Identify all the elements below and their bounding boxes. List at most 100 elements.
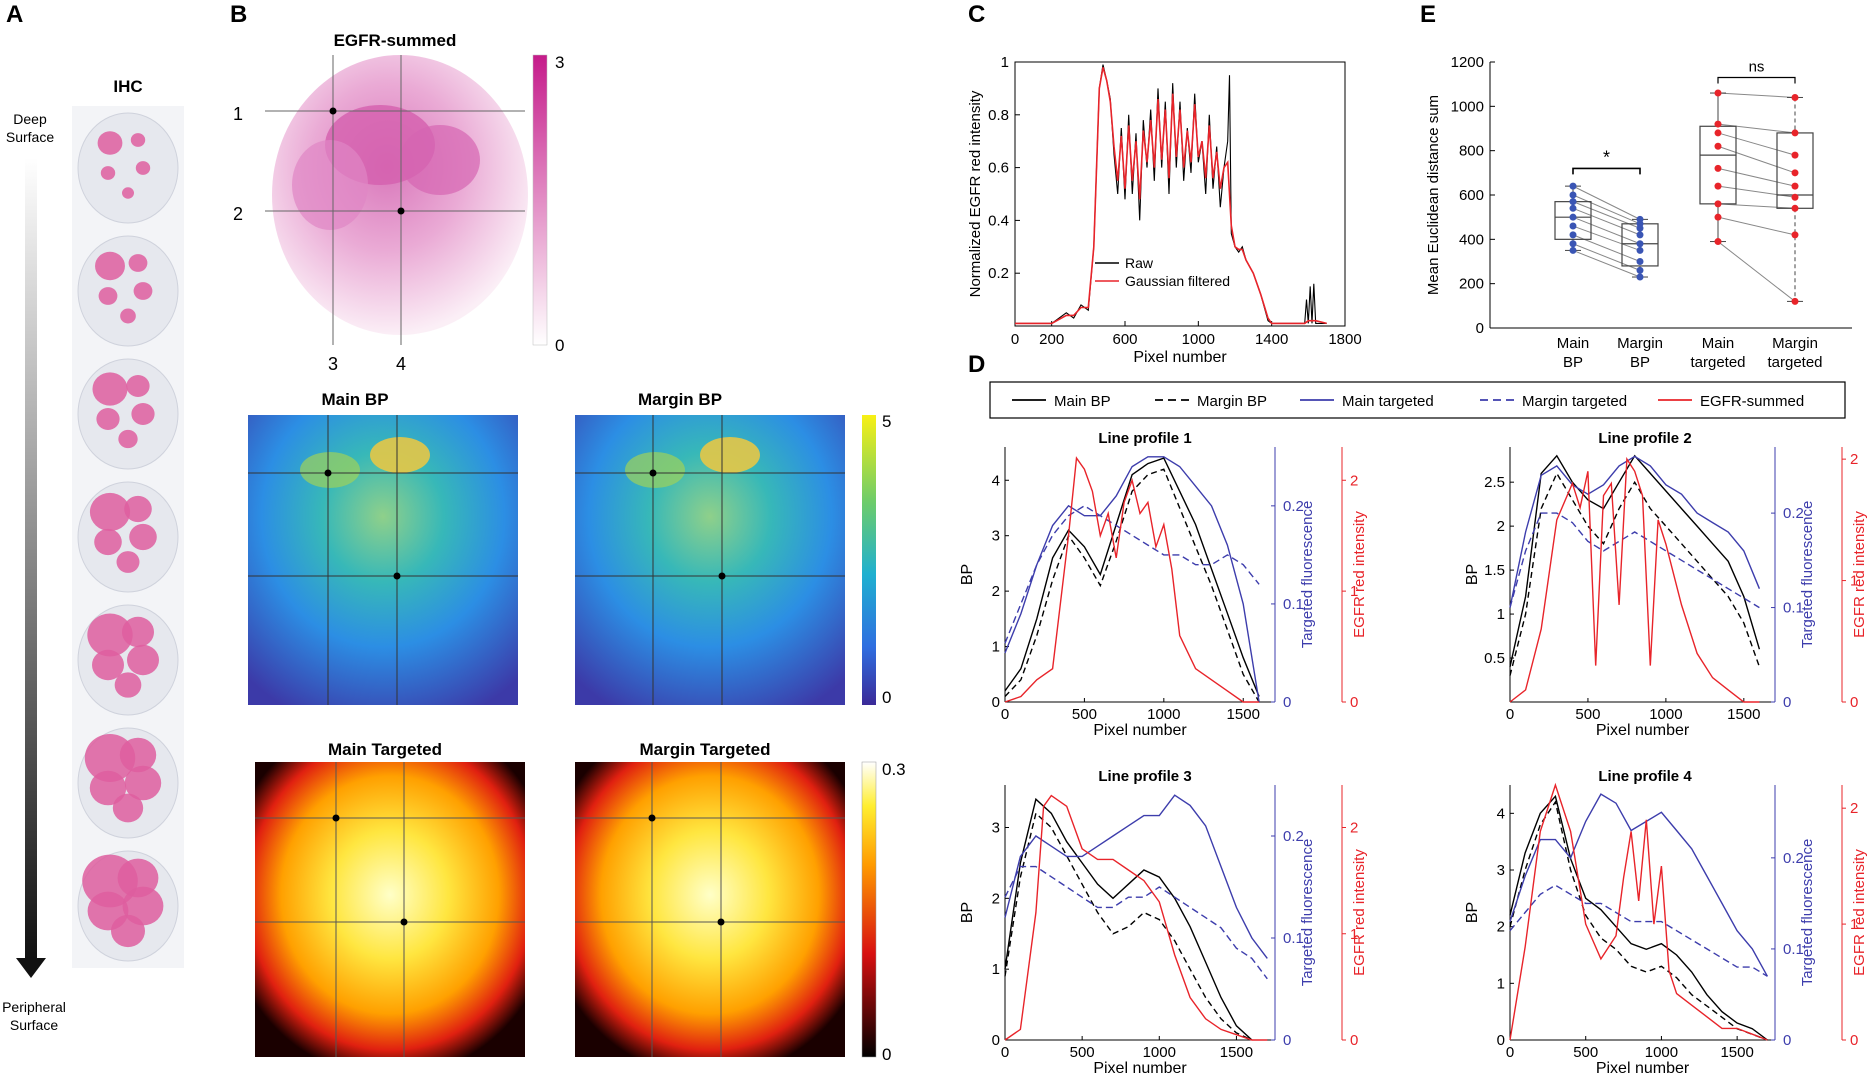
ihc-stained-region: [114, 672, 142, 698]
peripheral-label-1: Peripheral: [2, 999, 66, 1015]
chart-e-point-margin-targeted: [1791, 169, 1799, 177]
ihc-stained-region: [92, 372, 128, 406]
main-bp-title: Main BP: [321, 390, 388, 409]
chart-c-axes-frame: [1014, 61, 1346, 327]
chart-e-point-margin-bp: [1636, 258, 1644, 265]
ihc-stained-region: [122, 616, 154, 648]
chart-e-point-main-bp: [1569, 191, 1577, 199]
ihc-stained-region: [112, 793, 144, 823]
chart-e-point-main-targeted: [1714, 120, 1722, 128]
bp-axis-label: BP: [959, 564, 976, 585]
margin-bp-title: Margin BP: [638, 390, 722, 409]
margin-targeted-line: [1509, 884, 1768, 977]
margin-targeted-intersection-point: [717, 918, 725, 926]
x-axis-label: Pixel number: [1093, 722, 1187, 739]
margin-targeted-line: [1004, 865, 1268, 980]
chart-e-point-margin-bp: [1636, 266, 1644, 274]
bp-tick-label: 4: [1497, 805, 1505, 822]
chart-e-point-margin-bp: [1636, 246, 1644, 254]
bp-tick-label: 4: [992, 472, 1000, 489]
chart-e-point-margin-bp: [1636, 231, 1644, 239]
egfr-summed-line: [1509, 782, 1768, 1041]
targeted-tick-label: 0.2: [1283, 828, 1304, 845]
egfr-tick-label: 2: [1850, 451, 1858, 468]
main-bp-line: [1509, 794, 1768, 1041]
ihc-stained-region: [96, 407, 120, 431]
x-tick-label: 0: [1001, 706, 1009, 723]
egfr-summed-line: [1509, 456, 1760, 703]
ihc-section-tissue: [77, 358, 179, 470]
bp-tick-label: 2: [1497, 518, 1505, 535]
x-tick-label: 1000: [1147, 706, 1180, 723]
chart-c-series-gaussian-line: [1015, 67, 1327, 325]
chart-c-y-tick-label: 0.6: [988, 160, 1009, 177]
chart-e-pair-line: [1572, 225, 1641, 251]
margin-targeted-map-image: [575, 762, 845, 1057]
bp-tick-label: 1.5: [1484, 562, 1505, 579]
chart-e-category-label: BP: [1630, 354, 1650, 371]
chart-e-point-main-bp: [1569, 213, 1577, 221]
chart-e-point-margin-targeted: [1791, 231, 1799, 239]
chart-e-category-label: Main: [1702, 335, 1735, 352]
main-bp-line: [1004, 797, 1253, 1041]
panel-letter-a: A: [6, 1, 23, 28]
x-tick-label: 1000: [1645, 1044, 1678, 1061]
chart-e-point-main-bp: [1569, 182, 1577, 190]
targeted-colorbar-min: 0: [882, 1045, 891, 1064]
chart-e-category-label: targeted: [1690, 354, 1745, 371]
main-targeted-line: [1509, 793, 1769, 977]
depth-arrow-head: [16, 958, 46, 978]
chart-c-legend-label: Raw: [1125, 255, 1154, 271]
chart-e-point-main-bp: [1569, 204, 1577, 212]
depth-arrow-shaft: [25, 158, 37, 958]
x-axis-label: Pixel number: [1093, 1060, 1187, 1073]
chart-e-significance-label: *: [1603, 147, 1610, 167]
margin-bp-line: [1004, 468, 1260, 703]
ihc-stained-region: [131, 402, 155, 426]
panel-b: EGFR-summed 1 2 3 4 3 0 Main BP Margin B…: [233, 31, 906, 1064]
bp-tick-label: 2: [1497, 919, 1505, 936]
chart-e-pair-line: [1717, 123, 1796, 134]
bp-tick-label: 0: [1497, 1032, 1505, 1049]
targeted-tick-label: 0.1: [1783, 600, 1804, 617]
bp-tick-label: 3: [992, 528, 1000, 545]
chart-c-x-tick-label: 600: [1112, 331, 1137, 348]
panel-letter-b: B: [230, 1, 247, 28]
chart-e-point-main-targeted: [1714, 238, 1722, 246]
bp-colorbar: [862, 415, 876, 705]
bp-tick-label: 1: [992, 639, 1000, 656]
chart-e-significance-bracket: [1572, 167, 1641, 175]
chart-e-y-tick-label: 800: [1459, 143, 1484, 160]
chart-d-legend-label: Main BP: [1054, 393, 1111, 410]
egfr-axis-label: EGFR red intensity: [1851, 849, 1868, 976]
chart-e-category-label: Main: [1557, 335, 1590, 352]
chart-e-point-main-targeted: [1714, 164, 1722, 172]
chart-e-pair-line: [1717, 167, 1796, 187]
egfr-hotspot-2: [400, 125, 480, 195]
chart-e-point-margin-targeted: [1791, 204, 1799, 212]
x-tick-label: 0: [1001, 1044, 1009, 1061]
chart-e-point-main-bp: [1569, 222, 1577, 230]
margin-targeted-line: [1509, 512, 1760, 609]
chart-e-point-main-targeted: [1714, 89, 1722, 97]
x-tick-label: 1500: [1720, 1044, 1753, 1061]
margin-bp-line: [1509, 800, 1768, 1041]
margin-bp-line: [1509, 471, 1761, 676]
chart-e-y-tick-label: 400: [1459, 231, 1484, 248]
ihc-stained-region: [98, 287, 118, 305]
bp-tick-label: 2: [992, 583, 1000, 600]
egfr-colorbar-max: 3: [555, 53, 564, 72]
panel-letter-c: C: [968, 1, 985, 28]
x-tick-label: 1000: [1649, 706, 1682, 723]
ihc-stained-region: [111, 914, 145, 948]
bp-axis-label: BP: [1464, 564, 1481, 585]
panel-letter-d: D: [968, 351, 985, 378]
chart-e-point-main-targeted: [1714, 200, 1722, 208]
chart-c-y-tick-label: 1: [1001, 54, 1009, 71]
ihc-stained-region: [100, 166, 116, 180]
x-tick-label: 0: [1506, 706, 1514, 723]
chart-e-pair-line: [1572, 194, 1641, 225]
bp-tick-label: 1: [1497, 606, 1505, 623]
chart-e-category-label: Margin: [1617, 335, 1663, 352]
x-tick-label: 500: [1575, 706, 1600, 723]
